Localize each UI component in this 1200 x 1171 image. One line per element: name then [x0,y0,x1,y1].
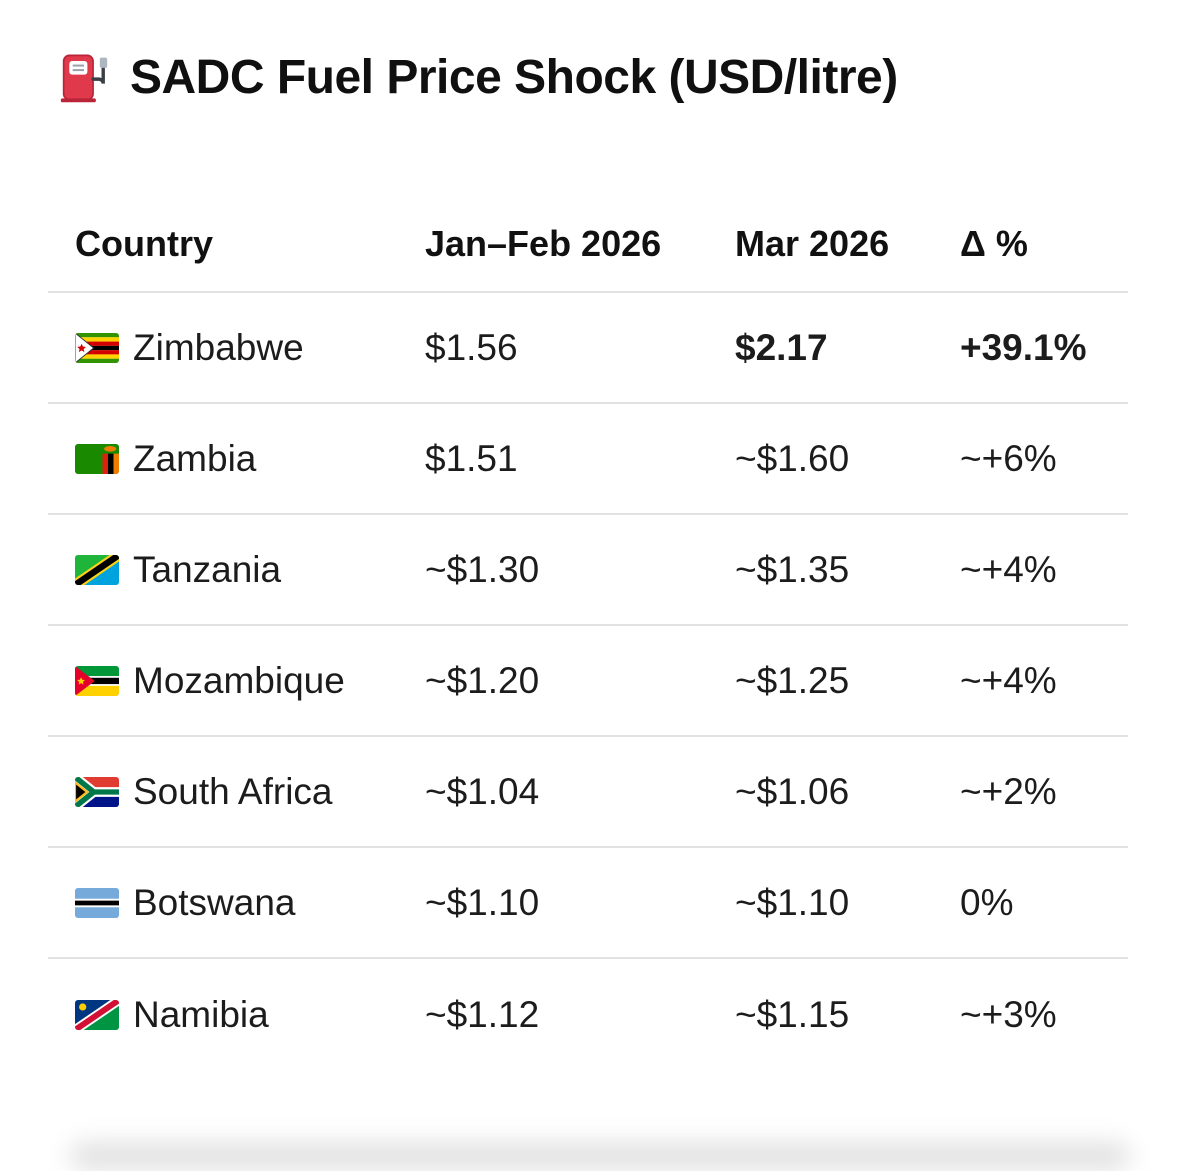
mozambique-country-cell: Mozambique [75,660,425,702]
country-cell: South Africa [75,771,425,813]
delta-percent: ~+4% [960,548,1057,590]
country-name: Tanzania [133,548,282,590]
namibia-flag-icon [75,999,119,1030]
tanzania-flag-icon [75,554,119,585]
country-cell: Namibia [75,994,425,1036]
country-cell: Tanzania [75,549,425,591]
price-mar: $2.17 [735,326,828,368]
column-header-jan-feb: Jan–Feb 2026 [425,222,662,264]
country-cell: Botswana [75,882,425,924]
zambia-flag-icon [75,443,119,474]
country-cell: Zambia [75,438,425,480]
fuel-pump-icon [58,52,110,104]
table-row-namibia: Namibia ~$1.12 ~$1.15 ~+3% [48,959,1128,1070]
table-row-zambia: Zambia $1.51 ~$1.60 ~+6% [48,404,1128,515]
price-jan-feb: $1.51 [425,437,518,479]
zimbabwe-flag-icon [75,332,119,363]
price-jan-feb: ~$1.10 [425,881,540,923]
fuel-price-table: Country Jan–Feb 2026 Mar 2026 Δ % Zimba [48,196,1128,1070]
page-header: SADC Fuel Price Shock (USD/litre) [0,0,1200,105]
table-row-botswana: Botswana ~$1.10 ~$1.10 0% [48,848,1128,959]
botswana-flag-icon [75,887,119,918]
country-cell: Zimbabwe [75,327,425,369]
south-africa-flag-icon [75,776,119,807]
mozambique-flag-icon [75,665,119,696]
page-title: SADC Fuel Price Shock (USD/litre) [130,51,898,104]
country-name: Zambia [133,437,257,479]
delta-percent: ~+6% [960,437,1057,479]
country-name: South Africa [133,770,333,812]
column-header-country: Country [75,222,213,264]
price-mar: ~$1.06 [735,770,850,812]
price-mar: ~$1.35 [735,548,850,590]
country-name: Zimbabwe [133,326,304,368]
country-name: Mozambique [133,659,345,701]
bottom-shadow [70,1143,1130,1169]
price-jan-feb: ~$1.12 [425,993,540,1035]
country-name: Botswana [133,881,296,923]
delta-percent: ~+4% [960,659,1057,701]
price-jan-feb: ~$1.20 [425,659,540,701]
table-row-mozambique: Mozambique ~$1.20 ~$1.25 ~+4% [48,626,1128,737]
delta-percent: ~+3% [960,993,1057,1035]
country-name: Namibia [133,993,269,1035]
delta-percent: ~+2% [960,770,1057,812]
price-mar: ~$1.15 [735,993,850,1035]
column-header-mar: Mar 2026 [735,222,890,264]
table-row-south-africa: South Africa ~$1.04 ~$1.06 ~+2% [48,737,1128,848]
price-mar: ~$1.25 [735,659,850,701]
table-row-tanzania: Tanzania ~$1.30 ~$1.35 ~+4% [48,515,1128,626]
column-header-delta: Δ % [960,222,1028,264]
price-jan-feb: $1.56 [425,326,518,368]
price-jan-feb: ~$1.30 [425,548,540,590]
table-header-row: Country Jan–Feb 2026 Mar 2026 Δ % [48,196,1128,293]
table-row-zimbabwe: Zimbabwe $1.56 $2.17 +39.1% [48,293,1128,404]
delta-percent: 0% [960,881,1014,923]
price-mar: ~$1.10 [735,881,850,923]
delta-percent: +39.1% [960,326,1087,368]
price-mar: ~$1.60 [735,437,850,479]
price-jan-feb: ~$1.04 [425,770,540,812]
